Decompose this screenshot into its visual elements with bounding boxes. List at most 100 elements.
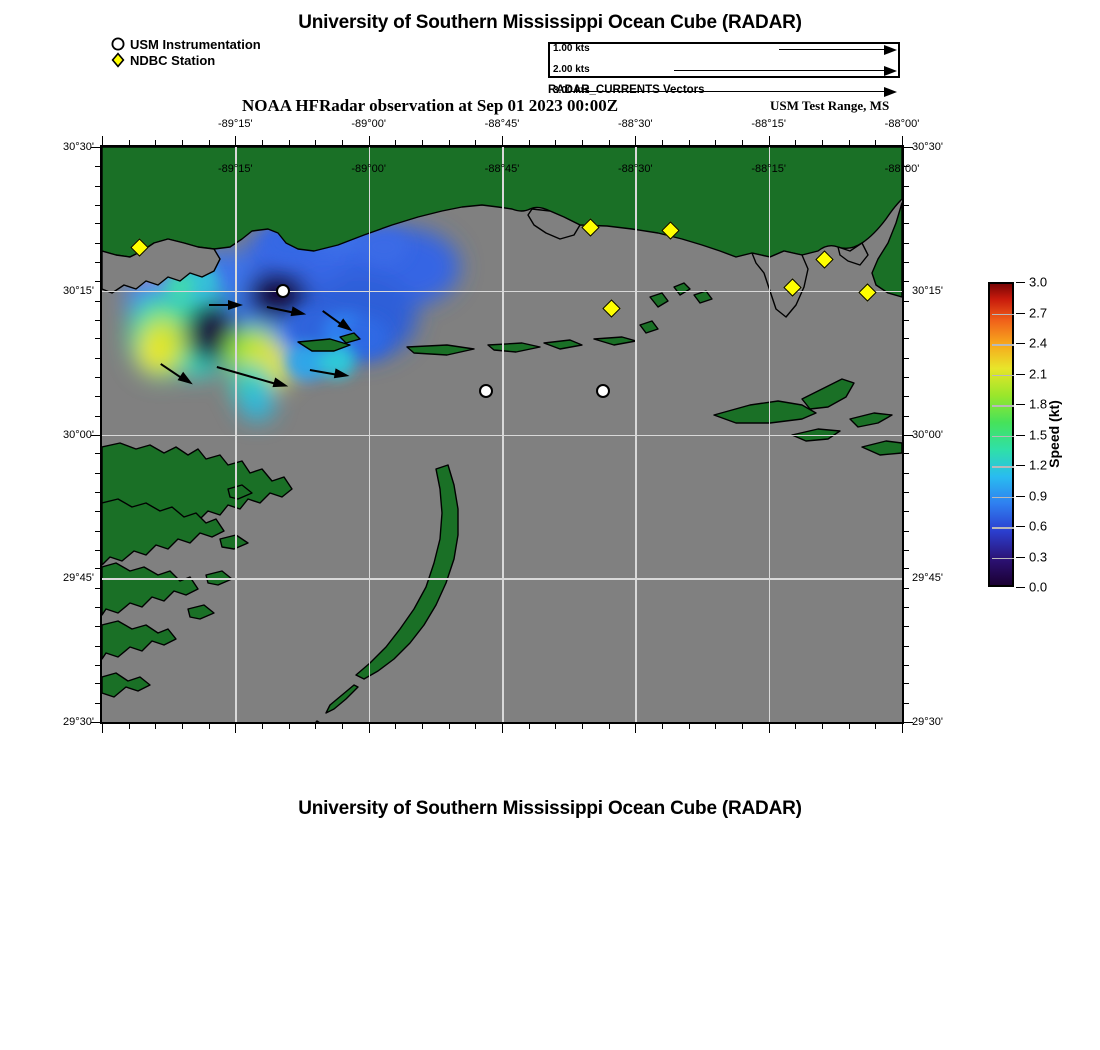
colorbar-tick-label: 0.0 — [1029, 579, 1048, 595]
axis-tick-left — [95, 223, 100, 225]
axis-tick-bottom — [475, 724, 477, 729]
colorbar-tick — [1016, 526, 1025, 528]
vector-key-label: 2.00 kts — [553, 64, 590, 76]
axis-tick-left — [95, 510, 100, 512]
axis-tick-top — [235, 136, 237, 145]
axis-tick-left — [95, 185, 100, 187]
axis-tick-left — [95, 204, 100, 206]
vector-key-row: 1.00 kts — [550, 43, 898, 55]
gridline-horizontal — [102, 578, 902, 580]
vector-key-label: 1.00 kts — [553, 43, 590, 54]
axis-tick-left — [95, 492, 100, 493]
axis-tick-top — [715, 140, 717, 145]
axis-tick-bottom — [395, 724, 397, 729]
vector-arrowhead — [290, 306, 308, 320]
axis-tick-top — [128, 140, 130, 145]
colorbar-tick-label: 2.4 — [1029, 335, 1048, 351]
colorbar-separator — [992, 466, 1014, 468]
axis-tick-bottom — [128, 724, 130, 729]
usm-instrumentation-marker[interactable] — [596, 384, 611, 399]
axis-tick-bottom — [422, 724, 423, 729]
axis-tick-right — [904, 280, 909, 282]
axis-tick-top — [155, 140, 157, 145]
axis-tick-right — [904, 645, 909, 647]
axis-tick-top — [395, 140, 397, 145]
axis-tick-left — [95, 664, 100, 666]
axis-tick-right — [904, 683, 909, 685]
axis-tick-left — [91, 434, 100, 436]
axis-tick-right — [904, 568, 909, 570]
vector-key-shaft — [569, 90, 884, 93]
axis-tick-right — [904, 722, 913, 723]
axis-tick-right — [904, 549, 909, 551]
observation-title: NOAA HFRadar observation at Sep 01 2023 … — [241, 96, 619, 115]
vector-shaft — [309, 368, 336, 376]
axis-tick-right — [904, 204, 909, 206]
axis-tick-left — [91, 147, 100, 148]
axis-tick-right — [904, 588, 909, 590]
axis-tick-right — [904, 243, 909, 245]
map-canvas[interactable]: -89°15' -89°15' -89°00' -89°00' -88°45' -88°4… — [63, 118, 943, 733]
axis-tick-bottom — [342, 724, 343, 729]
axis-label-lon-bottom: -88°00' — [884, 163, 920, 175]
axis-tick-right — [904, 223, 909, 225]
usm-instrumentation-marker[interactable] — [479, 384, 493, 399]
axis-label-lat-left: 29°45' — [63, 572, 94, 585]
axis-tick-top — [582, 140, 583, 145]
legend-label-usm: USM Instrumentation — [130, 36, 261, 52]
axis-tick-top — [528, 140, 530, 145]
axis-tick-right — [904, 434, 913, 436]
axis-tick-left — [95, 280, 100, 282]
axis-tick-top — [608, 140, 610, 145]
axis-label-lon-bottom: -88°15' — [751, 163, 786, 175]
axis-tick-right — [904, 185, 909, 187]
axis-tick-right — [904, 415, 909, 417]
colorbar-separator — [992, 527, 1014, 529]
axis-label-lat-right: 30°15' — [912, 284, 943, 297]
colorbar-tick — [1016, 312, 1025, 314]
axis-tick-left — [95, 395, 100, 397]
open-circle-icon — [110, 36, 126, 52]
vector-arrowhead — [177, 372, 196, 389]
axis-tick-left — [95, 358, 100, 360]
colorbar-tick-label: 1.5 — [1029, 427, 1048, 442]
colorbar-tick — [1016, 282, 1025, 284]
axis-tick-top — [902, 136, 903, 145]
graticule-layer — [102, 147, 902, 722]
axis-tick-bottom — [608, 724, 610, 729]
gridline-horizontal — [102, 434, 902, 437]
axis-tick-top — [422, 140, 423, 145]
usm-instrumentation-marker[interactable] — [276, 283, 291, 298]
axis-tick-right — [904, 625, 909, 627]
axis-tick-top — [448, 140, 450, 145]
vector-key-arrowhead — [884, 86, 897, 97]
axis-tick-left — [95, 415, 100, 417]
axis-label-lon-top: -89°15' — [218, 118, 253, 130]
axis-tick-top — [342, 140, 343, 145]
axis-tick-right — [904, 300, 909, 302]
vector-key-arrowhead — [884, 65, 897, 76]
axis-tick-left — [95, 568, 100, 570]
axis-tick-bottom — [635, 724, 637, 733]
colorbar-tick-label: 3.0 — [1029, 274, 1048, 290]
axis-tick-bottom — [715, 724, 717, 729]
axis-label-lat-left: 30°00' — [63, 428, 94, 441]
colorbar-tick-label: 2.1 — [1029, 366, 1048, 381]
map-clip — [102, 147, 902, 722]
vector-key-shaft — [779, 48, 884, 50]
axis-tick-top — [208, 140, 210, 145]
vector-key-shaft — [674, 69, 884, 72]
station-marker-layer — [102, 147, 902, 722]
axis-label-lon-top: -88°15' — [751, 118, 786, 130]
colorbar-separator — [992, 344, 1014, 346]
legend-item-usm: USM Instrumentation — [110, 36, 261, 52]
axis-tick-left — [95, 703, 100, 705]
current-vector-arrow — [158, 359, 196, 389]
colorbar-tick — [1016, 434, 1025, 436]
axis-tick-left — [95, 645, 100, 647]
axis-tick-bottom — [262, 724, 263, 729]
current-vector-arrow — [266, 301, 308, 320]
axis-tick-left — [95, 588, 100, 590]
axis-tick-bottom — [848, 724, 850, 729]
axis-tick-bottom — [448, 724, 450, 729]
